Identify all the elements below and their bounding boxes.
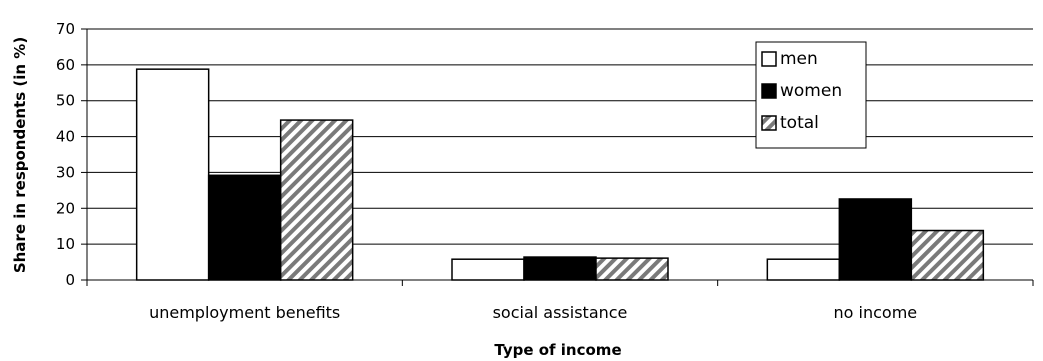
bar-total — [279, 119, 354, 281]
legend: men women total — [755, 41, 867, 149]
legend-swatch-men — [761, 51, 777, 67]
bar-total — [910, 229, 985, 281]
y-tick-label: 0 — [65, 271, 75, 289]
axes — [81, 28, 1034, 286]
y-tick-label: 60 — [56, 56, 75, 74]
legend-label-total: total — [780, 113, 819, 133]
bar-total — [595, 257, 669, 281]
bar-women — [523, 256, 597, 281]
y-tick-label: 50 — [56, 92, 75, 110]
y-axis-title: Share in respondents (in %) — [11, 37, 29, 273]
x-category-label: social assistance — [493, 303, 628, 322]
bar-men — [766, 258, 841, 281]
bar-men — [451, 258, 525, 281]
y-tick-label: 40 — [56, 128, 75, 146]
bar-women — [207, 174, 282, 281]
x-category-label: no income — [834, 303, 918, 322]
bar-men — [135, 68, 210, 281]
y-tick-labels: 0 10 20 30 40 50 60 70 — [56, 20, 75, 289]
y-tick-label: 20 — [56, 199, 75, 217]
legend-label-women: women — [780, 81, 842, 101]
legend-swatch-women — [761, 83, 777, 99]
y-tick-label: 10 — [56, 235, 75, 253]
legend-label-men: men — [780, 49, 818, 69]
bar-women — [838, 198, 913, 281]
y-tick-label: 70 — [56, 20, 75, 38]
x-category-labels: unemployment benefits social assistance no… — [149, 303, 917, 322]
x-category-label: unemployment benefits — [149, 303, 340, 322]
x-axis-title: Type of income — [494, 341, 621, 359]
legend-swatch-total — [761, 115, 777, 131]
y-tick-label: 30 — [56, 163, 75, 181]
